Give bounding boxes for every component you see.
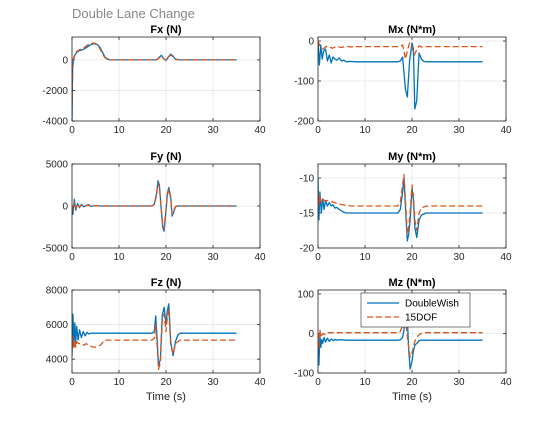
y-tick-label: 0 [62,55,68,66]
x-tick-label: 30 [207,377,219,388]
legend: DoubleWish 15DOF [360,292,471,328]
x-tick-label: 40 [500,377,512,388]
legend-box [360,292,471,328]
axes-box [71,163,261,249]
y-tick-label: 100 [297,289,314,300]
x-tick-label: 20 [406,125,418,136]
series-line-DoubleWish [318,313,483,370]
y-tick-label: 0 [62,202,68,213]
x-tick-label: 40 [500,252,512,263]
x-tick-label: 20 [406,252,418,263]
series-line-15DOF [318,173,483,235]
axes-box [71,289,261,374]
subplot-title: Fx (N) [150,24,182,36]
y-tick-label: -100 [294,77,314,88]
x-tick-label: 0 [69,252,75,263]
y-tick-label: -4000 [42,117,68,128]
x-tick-label: 0 [69,125,75,136]
series-line-15DOF [318,315,483,358]
y-tick-label: -5000 [42,244,68,255]
subplot-title: Fz (N) [151,277,182,289]
x-tick-label: 30 [207,252,219,263]
y-tick-label: -10 [300,174,315,185]
subplot-title: Mz (N*m) [388,277,435,289]
x-tick-label: 40 [254,377,266,388]
x-tick-label: 0 [69,377,75,388]
x-tick-label: 20 [160,125,172,136]
subplot-title: My (N*m) [388,151,436,163]
x-tick-label: 10 [113,125,125,136]
x-tick-label: 40 [500,125,512,136]
subplot-title: Fy (N) [150,151,182,163]
y-tick-label: 6000 [46,320,69,331]
series-line-15DOF [72,308,237,371]
y-tick-label: -2000 [42,86,68,97]
x-axis-label: Time (s) [146,391,186,403]
axes-box [71,36,261,122]
series-line-15DOF [72,42,237,106]
x-tick-label: 20 [406,377,418,388]
x-tick-label: 0 [315,125,321,136]
x-tick-label: 40 [254,125,266,136]
series-line-DoubleWish [72,43,237,121]
y-tick-label: 5000 [46,160,69,171]
subplot-5: 0 10 20 30 40 4000 6000 8000 Fz (N) Time (s) [46,277,266,403]
axes-box [317,163,507,249]
y-tick-label: 4000 [46,355,69,366]
y-tick-label: 8000 [46,286,69,297]
x-tick-label: 30 [207,125,219,136]
axes-box [317,36,507,122]
y-tick-label: 0 [308,329,314,340]
legend-label: 15DOF [405,313,437,324]
x-tick-label: 30 [453,377,465,388]
x-tick-label: 40 [254,252,266,263]
series-line-15DOF [318,40,483,60]
y-tick-label: -20 [300,244,315,255]
x-tick-label: 10 [113,377,125,388]
figure-title: Double Lane Change [72,6,195,21]
x-tick-label: 10 [359,377,371,388]
x-axis-label: Time (s) [392,391,432,403]
y-tick-label: -200 [294,117,314,128]
series-line-DoubleWish [318,40,483,110]
x-tick-label: 0 [315,377,321,388]
legend-label: DoubleWish [405,299,459,310]
x-tick-label: 30 [453,125,465,136]
x-tick-label: 10 [359,125,371,136]
x-tick-label: 20 [160,377,172,388]
axes-box [317,289,507,374]
subplot-4: 0 10 20 30 40 -20 -15 -10 My (N*m) [300,151,512,263]
y-tick-label: -100 [294,369,314,380]
x-tick-label: 0 [315,252,321,263]
x-tick-label: 10 [113,252,125,263]
series-line-15DOF [72,182,237,230]
x-tick-label: 30 [453,252,465,263]
subplot-2: 0 10 20 30 40 -200 -100 0 Mx (N*m) [294,24,512,136]
x-tick-label: 20 [160,252,172,263]
y-tick-label: -15 [300,209,315,220]
y-tick-label: 0 [308,37,314,48]
x-tick-label: 10 [359,252,371,263]
subplot-title: Mx (N*m) [388,24,436,36]
subplot-1: 0 10 20 30 40 -4000 -2000 0 Fx (N) [42,24,266,136]
